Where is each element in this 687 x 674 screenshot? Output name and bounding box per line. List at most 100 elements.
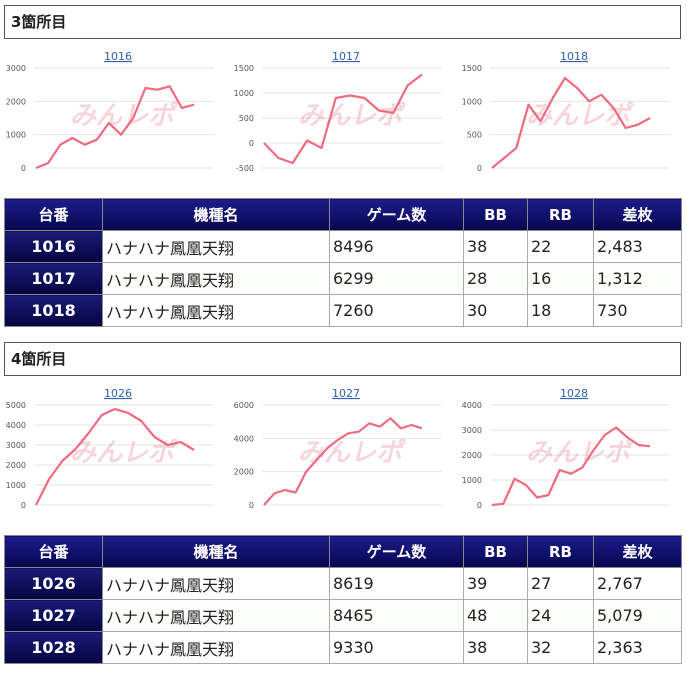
y-tick-label: 1000 bbox=[234, 89, 254, 98]
unit-number: 1018 bbox=[4, 294, 103, 327]
game-count: 8619 bbox=[329, 567, 464, 600]
watermark-logo: みんレポ bbox=[526, 438, 634, 468]
chart-1027[interactable]: 1027 0 2000 4000 6000 みんレポ bbox=[228, 383, 452, 513]
diff-coins: 2,483 bbox=[593, 230, 682, 263]
data-table: 台番 機種名 ゲーム数 BB RB 差枚 1026 ハナハナ鳳凰天翔 8619 … bbox=[4, 535, 682, 664]
y-tick-label: 0 bbox=[21, 164, 26, 173]
y-tick-label: 5000 bbox=[6, 401, 26, 410]
table-row: 1018 ハナハナ鳳凰天翔 7260 30 18 730 bbox=[4, 294, 682, 327]
unit-number: 1027 bbox=[4, 599, 103, 632]
col-rb-header: RB bbox=[527, 198, 594, 231]
unit-number: 1028 bbox=[4, 631, 103, 664]
table-row: 1028 ハナハナ鳳凰天翔 9330 38 32 2,363 bbox=[4, 631, 682, 664]
diff-coins: 5,079 bbox=[593, 599, 682, 632]
table-row: 1017 ハナハナ鳳凰天翔 6299 28 16 1,312 bbox=[4, 262, 682, 295]
series-line bbox=[263, 417, 423, 506]
watermark-logo: みんレポ bbox=[298, 438, 406, 468]
rb-count: 18 bbox=[527, 294, 594, 327]
y-tick-label: 0 bbox=[477, 501, 482, 510]
y-tick-label: 1500 bbox=[234, 64, 254, 73]
rb-count: 27 bbox=[527, 567, 594, 600]
diff-coins: 2,363 bbox=[593, 631, 682, 664]
game-count: 7260 bbox=[329, 294, 464, 327]
col-model-header: 機種名 bbox=[102, 198, 330, 231]
rb-count: 32 bbox=[527, 631, 594, 664]
y-tick-label: 1500 bbox=[462, 64, 482, 73]
series-line bbox=[35, 85, 195, 170]
y-tick-label: 500 bbox=[239, 114, 254, 123]
rb-count: 24 bbox=[527, 599, 594, 632]
chart-svg: 1017 -500 0 500 1000 1500 みんレポ bbox=[234, 50, 442, 173]
unit-number: 1016 bbox=[4, 230, 103, 263]
y-tick-label: 2000 bbox=[6, 97, 26, 106]
table-row: 1027 ハナハナ鳳凰天翔 8465 48 24 5,079 bbox=[4, 599, 682, 632]
model-name: ハナハナ鳳凰天翔 bbox=[102, 631, 330, 664]
section-title: 4箇所目 bbox=[4, 342, 681, 376]
chart-title[interactable]: 1017 bbox=[332, 50, 360, 63]
table-header-row: 台番 機種名 ゲーム数 BB RB 差枚 bbox=[4, 535, 682, 568]
table-header-row: 台番 機種名 ゲーム数 BB RB 差枚 bbox=[4, 198, 682, 231]
bb-count: 30 bbox=[463, 294, 528, 327]
col-unit-header: 台番 bbox=[4, 535, 103, 568]
y-tick-label: 1000 bbox=[462, 97, 482, 106]
col-rb-header: RB bbox=[527, 535, 594, 568]
col-diff-header: 差枚 bbox=[593, 198, 682, 231]
chart-title[interactable]: 1028 bbox=[560, 387, 588, 400]
model-name: ハナハナ鳳凰天翔 bbox=[102, 599, 330, 632]
watermark-logo: みんレポ bbox=[70, 101, 178, 131]
y-tick-label: 0 bbox=[249, 501, 254, 510]
y-tick-label: 0 bbox=[477, 164, 482, 173]
chart-title[interactable]: 1016 bbox=[104, 50, 132, 63]
rb-count: 22 bbox=[527, 230, 594, 263]
series-line bbox=[35, 407, 195, 506]
chart-1017[interactable]: 1017 -500 0 500 1000 1500 みんレポ bbox=[228, 46, 452, 176]
y-tick-label: 1000 bbox=[6, 481, 26, 490]
chart-title[interactable]: 1027 bbox=[332, 387, 360, 400]
diff-coins: 1,312 bbox=[593, 262, 682, 295]
y-tick-label: 6000 bbox=[234, 401, 254, 410]
col-model-header: 機種名 bbox=[102, 535, 330, 568]
chart-1028[interactable]: 1028 0 1000 2000 3000 4000 みんレポ bbox=[456, 383, 680, 513]
y-tick-label: 2000 bbox=[234, 468, 254, 477]
y-tick-label: -500 bbox=[236, 164, 254, 173]
watermark-logo: みんレポ bbox=[70, 438, 178, 468]
series-line bbox=[491, 76, 651, 169]
series-line bbox=[263, 73, 423, 165]
watermark-logo: みんレポ bbox=[298, 101, 406, 131]
col-diff-header: 差枚 bbox=[593, 535, 682, 568]
chart-title[interactable]: 1018 bbox=[560, 50, 588, 63]
chart-svg: 1026 0 1000 2000 3000 4000 5000 みんレポ bbox=[6, 387, 214, 510]
y-tick-label: 4000 bbox=[6, 421, 26, 430]
chart-1018[interactable]: 1018 0 500 1000 1500 みんレポ bbox=[456, 46, 680, 176]
bb-count: 38 bbox=[463, 230, 528, 263]
game-count: 8496 bbox=[329, 230, 464, 263]
model-name: ハナハナ鳳凰天翔 bbox=[102, 230, 330, 263]
col-unit-header: 台番 bbox=[4, 198, 103, 231]
model-name: ハナハナ鳳凰天翔 bbox=[102, 567, 330, 600]
model-name: ハナハナ鳳凰天翔 bbox=[102, 294, 330, 327]
series-line bbox=[491, 426, 651, 507]
y-tick-label: 4000 bbox=[462, 401, 482, 410]
chart-1026[interactable]: 1026 0 1000 2000 3000 4000 5000 みんレポ bbox=[0, 383, 224, 513]
y-tick-label: 500 bbox=[467, 131, 482, 140]
col-games-header: ゲーム数 bbox=[329, 535, 464, 568]
unit-number: 1026 bbox=[4, 567, 103, 600]
y-tick-label: 4000 bbox=[234, 434, 254, 443]
y-tick-label: 0 bbox=[21, 501, 26, 510]
y-tick-label: 3000 bbox=[6, 441, 26, 450]
chart-svg: 1016 0 1000 2000 3000 みんレポ bbox=[6, 50, 214, 173]
model-name: ハナハナ鳳凰天翔 bbox=[102, 262, 330, 295]
section-title: 3箇所目 bbox=[4, 5, 681, 39]
chart-1016[interactable]: 1016 0 1000 2000 3000 みんレポ bbox=[0, 46, 224, 176]
rb-count: 16 bbox=[527, 262, 594, 295]
y-tick-label: 1000 bbox=[462, 476, 482, 485]
diff-coins: 730 bbox=[593, 294, 682, 327]
game-count: 8465 bbox=[329, 599, 464, 632]
bb-count: 38 bbox=[463, 631, 528, 664]
chart-title[interactable]: 1026 bbox=[104, 387, 132, 400]
y-tick-label: 2000 bbox=[462, 451, 482, 460]
y-tick-label: 3000 bbox=[6, 64, 26, 73]
bb-count: 48 bbox=[463, 599, 528, 632]
chart-svg: 1028 0 1000 2000 3000 4000 みんレポ bbox=[462, 387, 670, 510]
